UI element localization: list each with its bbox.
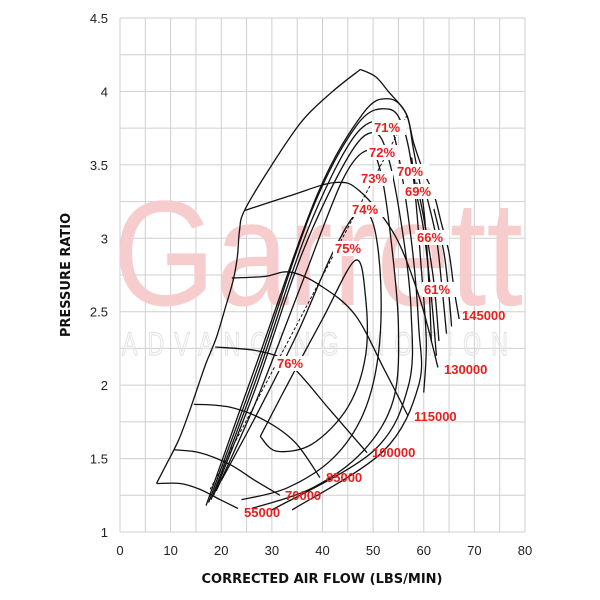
y-tick-label: 1 [101,525,108,540]
efficiency-label-76: 76% [277,356,303,371]
label-background [415,230,449,245]
x-axis-label: CORRECTED AIR FLOW (LBS/MIN) [202,572,443,587]
efficiency-label-71: 71% [374,120,400,135]
label-background [372,120,406,135]
x-tick-label: 30 [265,543,279,558]
label-background [359,171,393,186]
x-tick-label: 20 [214,543,228,558]
label-background [275,356,309,371]
x-tick-label: 0 [116,543,123,558]
efficiency-label-74: 74% [352,202,378,217]
label-background [403,184,437,199]
efficiency-contour-76 [220,209,382,501]
label-background [367,145,401,160]
watermark-tagline: ADVANCING MOTION [122,326,518,362]
speed-line-85000 [193,403,321,479]
speed-label-85000: 85000 [326,470,362,485]
speed-label-130000: 130000 [444,362,487,377]
y-tick-label: 2 [101,378,108,393]
y-tick-label: 3 [101,231,108,246]
x-tick-label: 80 [518,543,532,558]
y-tick-label: 1.5 [90,452,108,467]
efficiency-contour-61 [433,208,453,327]
efficiency-label-75: 75% [335,241,361,256]
y-tick-label: 2.5 [90,305,108,320]
speed-line-115000 [231,271,409,417]
efficiency-label-70: 70% [397,164,423,179]
x-tick-label: 60 [417,543,431,558]
speed-line-130000 [244,181,439,368]
efficiency-contour-66 [425,194,448,334]
speed-label-55000: 55000 [244,505,280,520]
label-background [333,241,367,256]
map-labels: 55000 70000 85000 100000 115000 130000 145000 7… [244,120,505,520]
speed-label-70000: 70000 [285,488,321,503]
efficiency-label-73: 73% [361,171,387,186]
y-tick-label: 3.5 [90,158,108,173]
y-axis-label: PRESSURE RATIO [59,213,74,337]
x-tick-label: 10 [163,543,177,558]
y-tick-label: 4.5 [90,11,108,26]
peak-efficiency-line [209,113,409,490]
x-tick-labels: 0 10 20 30 40 50 60 70 80 [116,543,532,558]
label-background [350,202,384,217]
label-background [395,164,429,179]
speed-label-115000: 115000 [414,409,457,424]
y-tick-label: 4 [101,84,108,99]
efficiency-label-66: 66% [417,230,443,245]
speed-line-55000 [156,482,239,510]
efficiency-contour-73 [210,119,423,511]
efficiency-label-61: 61% [424,282,450,297]
x-tick-label: 40 [315,543,329,558]
efficiency-contour-76 [259,259,368,453]
surge-line [155,68,361,484]
y-tick-labels: 1 1.5 2 2.5 3 3.5 4 4.5 [90,11,108,540]
label-background [422,282,456,297]
watermark: Garrett ADVANCING MOTION [113,169,523,363]
speed-label-100000: 100000 [372,445,415,460]
efficiency-label-72: 72% [369,145,395,160]
x-tick-label: 70 [467,543,481,558]
efficiency-label-69: 69% [405,184,431,199]
efficiency-contour-69 [416,182,440,342]
speed-label-145000: 145000 [462,308,505,323]
x-tick-label: 50 [366,543,380,558]
